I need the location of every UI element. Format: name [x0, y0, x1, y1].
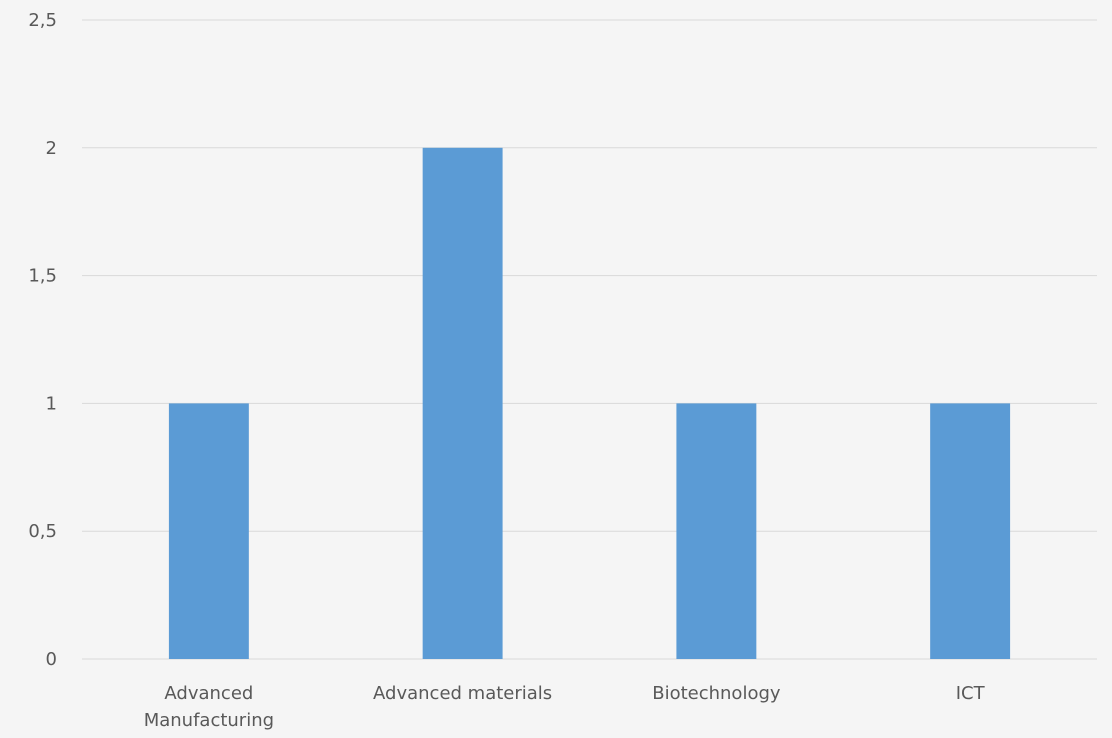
x-tick-label: Advanced materials — [373, 683, 552, 704]
bar — [168, 403, 249, 659]
y-tick-label: 1,5 — [28, 266, 57, 287]
y-tick-label: 2 — [46, 138, 57, 159]
bar — [422, 147, 503, 660]
y-tick-label: 2,5 — [28, 10, 57, 31]
x-tick-label: ICT — [956, 683, 986, 704]
x-tick-label: Biotechnology — [652, 683, 781, 704]
bar — [930, 403, 1011, 659]
gridlines — [82, 19, 1097, 660]
bars — [168, 147, 1011, 660]
y-tick-label: 0 — [46, 649, 57, 670]
x-tick-label: Advanced Manufacturing — [144, 683, 274, 731]
bar — [676, 403, 757, 659]
x-axis-tick-labels: Advanced Manufacturing Advanced materials B… — [144, 683, 986, 731]
y-axis-tick-labels: 0 0,5 1 1,5 2 2,5 — [28, 10, 57, 670]
y-tick-label: 0,5 — [28, 521, 57, 542]
y-tick-label: 1 — [46, 393, 57, 414]
